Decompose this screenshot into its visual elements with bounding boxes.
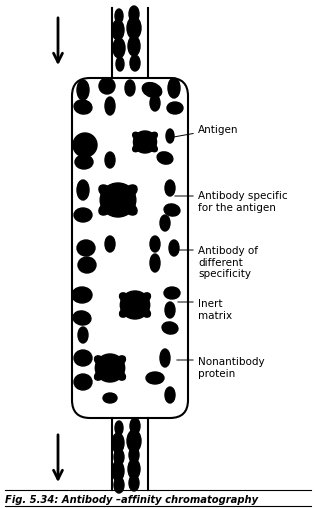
Ellipse shape — [150, 254, 160, 272]
Ellipse shape — [166, 129, 174, 143]
FancyBboxPatch shape — [72, 78, 188, 418]
Text: Antigen: Antigen — [198, 125, 239, 135]
Ellipse shape — [75, 155, 93, 169]
Ellipse shape — [73, 133, 97, 157]
Ellipse shape — [127, 430, 141, 452]
Ellipse shape — [130, 55, 140, 71]
Ellipse shape — [164, 204, 180, 216]
Ellipse shape — [95, 354, 125, 382]
Ellipse shape — [160, 215, 170, 231]
Ellipse shape — [72, 287, 92, 303]
Ellipse shape — [78, 327, 88, 343]
Text: Nonantibody
protein: Nonantibody protein — [198, 357, 264, 378]
Ellipse shape — [165, 180, 175, 196]
Ellipse shape — [103, 393, 117, 403]
Ellipse shape — [115, 9, 123, 23]
Ellipse shape — [124, 185, 137, 198]
Ellipse shape — [120, 291, 150, 319]
Text: Antibody of
different
specificity: Antibody of different specificity — [198, 246, 258, 279]
Ellipse shape — [99, 202, 112, 215]
Ellipse shape — [74, 208, 92, 222]
Text: Antibody specific
for the antigen: Antibody specific for the antigen — [198, 191, 288, 213]
Ellipse shape — [74, 100, 92, 114]
Ellipse shape — [99, 78, 115, 94]
Ellipse shape — [124, 202, 137, 215]
Ellipse shape — [160, 349, 170, 367]
Ellipse shape — [114, 477, 124, 493]
Ellipse shape — [129, 6, 139, 22]
Ellipse shape — [115, 356, 125, 366]
Ellipse shape — [114, 449, 124, 465]
Ellipse shape — [105, 236, 115, 252]
Ellipse shape — [133, 132, 142, 141]
Ellipse shape — [127, 17, 141, 39]
Ellipse shape — [94, 356, 105, 366]
Ellipse shape — [74, 350, 92, 366]
Ellipse shape — [128, 459, 140, 479]
Ellipse shape — [140, 293, 150, 303]
Ellipse shape — [165, 302, 175, 318]
Ellipse shape — [149, 132, 157, 141]
Ellipse shape — [77, 80, 89, 100]
Ellipse shape — [165, 387, 175, 403]
Ellipse shape — [100, 183, 136, 217]
Ellipse shape — [115, 370, 125, 380]
Ellipse shape — [133, 131, 156, 153]
Ellipse shape — [162, 322, 178, 334]
Text: Fig. 5.34: Antibody –affinity chromatography: Fig. 5.34: Antibody –affinity chromatogr… — [5, 495, 258, 505]
Ellipse shape — [99, 185, 112, 198]
Ellipse shape — [77, 180, 89, 200]
Ellipse shape — [150, 95, 160, 111]
Ellipse shape — [113, 38, 125, 58]
Ellipse shape — [115, 421, 123, 435]
Ellipse shape — [142, 83, 162, 98]
Ellipse shape — [112, 20, 124, 40]
Ellipse shape — [130, 418, 140, 434]
Ellipse shape — [105, 97, 115, 115]
Ellipse shape — [149, 144, 157, 152]
Ellipse shape — [74, 374, 92, 390]
Ellipse shape — [112, 461, 124, 481]
Ellipse shape — [119, 307, 130, 317]
Ellipse shape — [168, 78, 180, 98]
Text: Inert
matrix: Inert matrix — [198, 299, 232, 321]
Ellipse shape — [157, 152, 173, 164]
Ellipse shape — [140, 307, 150, 317]
Ellipse shape — [116, 57, 124, 71]
Ellipse shape — [112, 433, 124, 453]
Ellipse shape — [133, 144, 142, 152]
Ellipse shape — [129, 447, 139, 463]
Ellipse shape — [105, 152, 115, 168]
Ellipse shape — [94, 370, 105, 380]
Ellipse shape — [78, 257, 96, 273]
Ellipse shape — [73, 311, 91, 325]
Ellipse shape — [77, 240, 95, 256]
Ellipse shape — [150, 236, 160, 252]
Ellipse shape — [146, 372, 164, 384]
Ellipse shape — [129, 475, 139, 491]
Ellipse shape — [169, 240, 179, 256]
Ellipse shape — [164, 287, 180, 299]
Ellipse shape — [167, 102, 183, 114]
Ellipse shape — [119, 293, 130, 303]
Ellipse shape — [125, 80, 135, 96]
Ellipse shape — [128, 36, 140, 56]
